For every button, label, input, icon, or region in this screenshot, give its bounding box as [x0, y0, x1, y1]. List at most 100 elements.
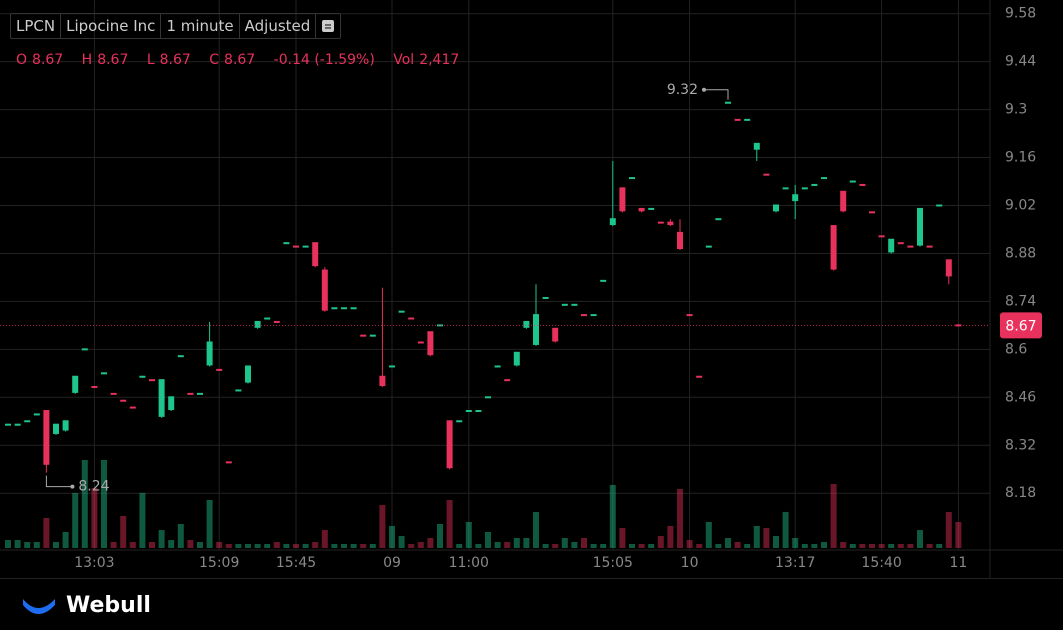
- volume-bar: [936, 544, 943, 548]
- c-value: 8.67: [224, 52, 256, 68]
- y-tick-label: 8.74: [1005, 293, 1036, 309]
- volume-bar: [101, 460, 107, 548]
- y-tick-label: 9.02: [1005, 198, 1036, 214]
- candle-body: [225, 461, 232, 464]
- y-tick-label: 8.6: [1005, 341, 1027, 357]
- volume-bar: [705, 521, 712, 548]
- x-tick-label: 11:00: [449, 555, 489, 571]
- candle-body: [955, 324, 962, 327]
- candle-body: [936, 204, 943, 207]
- candle-body: [667, 221, 674, 226]
- symbol-bar: LPCN Lipocine Inc 1 minute Adjusted: [10, 13, 342, 39]
- candle-body: [129, 406, 136, 409]
- volume-bar: [216, 541, 223, 548]
- candle-body: [782, 187, 789, 190]
- candle-body: [321, 269, 328, 311]
- candle-body: [254, 320, 261, 328]
- volume-bar: [917, 530, 923, 548]
- candle-body: [139, 375, 146, 378]
- annotation-leader: [45, 475, 73, 488]
- volume-bar: [763, 527, 770, 548]
- interval[interactable]: 1 minute: [161, 14, 240, 38]
- volume-bar: [590, 544, 597, 548]
- volume-bar: [907, 544, 914, 548]
- candle-body: [763, 173, 770, 176]
- volume-bar: [81, 460, 88, 548]
- candle-body: [677, 231, 683, 250]
- volume-bar: [859, 544, 866, 548]
- candle-body: [561, 303, 568, 306]
- candle-body: [907, 245, 914, 248]
- annotation-dot: [702, 87, 706, 92]
- last-price-label: 8.67: [1005, 318, 1036, 334]
- candle-body: [187, 392, 194, 395]
- volume-bar: [840, 541, 847, 548]
- menu-icon[interactable]: [316, 14, 340, 38]
- candle-body: [648, 207, 655, 210]
- chart: 8.18 8.32 8.46 8.6 8.74 8.88 9.02 9.16 9.3 9.44 9.…: [0, 0, 1063, 578]
- volume-bar: [264, 544, 271, 548]
- candle-body: [821, 177, 827, 180]
- candle-body: [600, 279, 607, 282]
- volume-bar: [283, 544, 290, 548]
- candle-body: [638, 207, 645, 212]
- candle-body: [312, 242, 319, 267]
- candle-body: [53, 423, 59, 434]
- volume-bar: [43, 517, 50, 548]
- volume-bar: [120, 515, 127, 548]
- candle-body: [446, 420, 453, 469]
- candle-body: [264, 317, 271, 320]
- volume-bar: [792, 537, 799, 548]
- o-label: O: [16, 52, 28, 68]
- vol-label: Vol: [393, 52, 415, 68]
- candle-body: [350, 307, 357, 310]
- candle-body: [888, 238, 895, 253]
- volume-bar: [869, 544, 875, 548]
- volume-bar: [465, 521, 472, 548]
- volume-bar: [206, 500, 213, 548]
- candle-body: [149, 379, 155, 382]
- volume-bar: [456, 544, 463, 548]
- candle-body: [293, 245, 299, 248]
- candle-body: [513, 351, 520, 366]
- logo: [23, 599, 55, 614]
- volume-bar: [552, 544, 559, 548]
- volume-bar: [638, 544, 645, 548]
- x-tick-label: 15:05: [593, 555, 633, 571]
- y-tick-label: 8.46: [1005, 389, 1036, 405]
- volume-bar: [830, 483, 837, 548]
- candle-body: [81, 348, 88, 351]
- candle-body: [43, 410, 50, 465]
- candle-body: [696, 375, 703, 378]
- candle-body: [177, 355, 184, 358]
- candle-body: [158, 379, 165, 417]
- candle-body: [369, 334, 376, 337]
- volume-bar: [533, 511, 539, 548]
- candle-body: [878, 235, 885, 238]
- candle-body: [552, 327, 559, 342]
- candle-body: [494, 365, 501, 368]
- volume-bar: [24, 541, 31, 548]
- volume-bar: [197, 541, 203, 548]
- candle-body: [840, 190, 847, 212]
- annotation-label: 8.24: [78, 479, 109, 495]
- candle-body: [533, 314, 539, 345]
- volume-bar: [513, 537, 520, 548]
- volume-bar: [504, 541, 511, 548]
- volume-bar: [235, 544, 242, 548]
- candle-body: [725, 101, 731, 104]
- volume-bar: [945, 511, 952, 548]
- candle-body: [475, 410, 482, 412]
- candle-body: [273, 320, 280, 323]
- volume-bar: [302, 544, 309, 548]
- adjust[interactable]: Adjusted: [240, 14, 317, 38]
- volume-bar: [408, 544, 415, 548]
- volume-bar: [33, 541, 40, 548]
- symbol[interactable]: LPCN: [11, 14, 62, 38]
- annotation-leader: [704, 89, 729, 100]
- candle-body: [33, 413, 40, 416]
- o-value: 8.67: [32, 52, 64, 68]
- candle-body: [408, 317, 415, 320]
- candle-body: [773, 204, 779, 212]
